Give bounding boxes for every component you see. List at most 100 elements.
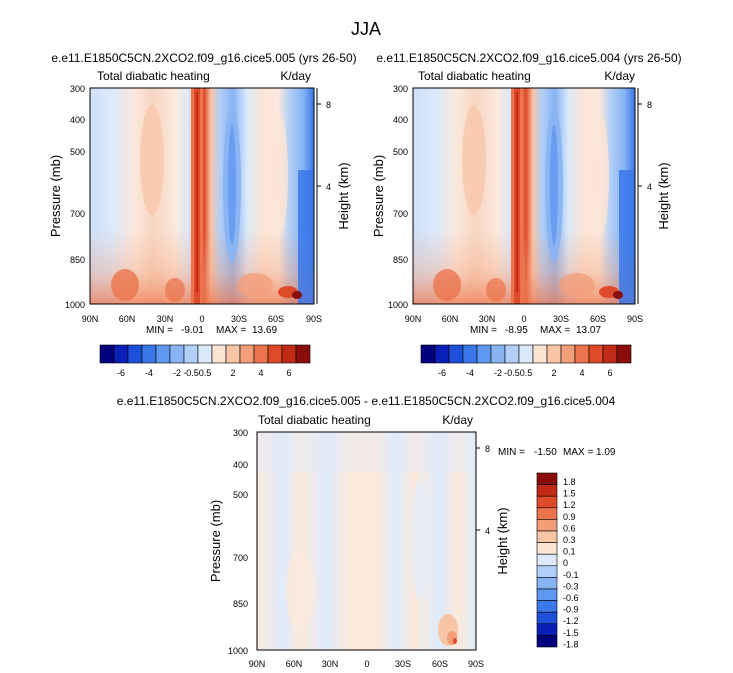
panel-diff-min-label: MIN = bbox=[498, 447, 525, 458]
colorbar-box bbox=[183, 344, 199, 364]
colorbar-box bbox=[536, 600, 558, 613]
colorbar-box bbox=[536, 484, 558, 497]
colorbar-label: 0.3 bbox=[563, 535, 576, 545]
panel-1-max-label: MAX = bbox=[216, 325, 246, 336]
colorbar-box bbox=[536, 623, 558, 636]
panel-2-min-label: MIN = bbox=[470, 325, 497, 336]
panel-2-max-label: MAX = bbox=[540, 325, 570, 336]
panel-diff-frame bbox=[256, 431, 477, 651]
panel-diff-height-tick: 8 bbox=[485, 444, 490, 454]
colorbar-box bbox=[253, 344, 269, 364]
panel-1-y-tick: 300 bbox=[70, 84, 85, 94]
colorbar-box bbox=[560, 344, 576, 364]
panel-diff-x-tick: 90N bbox=[249, 659, 266, 669]
colorbar-2 bbox=[420, 344, 632, 364]
colorbar-box bbox=[532, 344, 548, 364]
panel-2-x-tick: 90S bbox=[627, 314, 643, 324]
colorbar-label: 0.5 bbox=[199, 368, 212, 378]
colorbar-box bbox=[462, 344, 478, 364]
panel-diff-x-tick: 30S bbox=[395, 659, 411, 669]
panel-diff-x-ticks: 90N 60N 30N 0 30S 60S 90S bbox=[249, 659, 484, 669]
panel-1-x-tick: 60N bbox=[119, 314, 136, 324]
panel-1-y-tick: 500 bbox=[70, 147, 85, 157]
colorbar-label: 1.5 bbox=[563, 489, 576, 499]
panel-1-title: e.e11.E1850C5CN.2XCO2.f09_g16.cice5.005 … bbox=[51, 51, 356, 65]
panel-diff-x-tick: 30N bbox=[322, 659, 339, 669]
colorbar-label: -1.5 bbox=[563, 628, 579, 638]
panel-2-subtitle-right: K/day bbox=[604, 69, 635, 83]
colorbar-label: 0.5 bbox=[520, 368, 533, 378]
panel-1-height-tick: 8 bbox=[326, 100, 331, 110]
colorbar-box bbox=[113, 344, 129, 364]
panel-diff-max-label: MAX = bbox=[563, 447, 593, 458]
panel-diff-field bbox=[257, 432, 476, 650]
panel-1-ylabel-right: Height (km) bbox=[336, 162, 351, 229]
panel-2-x-tick: 60N bbox=[442, 314, 459, 324]
panel-diff-min-value: -1.50 bbox=[534, 447, 557, 458]
colorbar-box bbox=[536, 565, 558, 578]
panel-diff-y-tick: 850 bbox=[233, 599, 248, 609]
colorbar-label: 1.2 bbox=[563, 500, 576, 510]
colorbar-label: -0.9 bbox=[563, 605, 579, 615]
colorbar-box bbox=[574, 344, 590, 364]
colorbar-box bbox=[448, 344, 464, 364]
colorbar-diff-labels: 1.81.51.20.90.60.30.10-0.1-0.3-0.6-0.9-1… bbox=[563, 477, 579, 649]
colorbar-box bbox=[546, 344, 562, 364]
colorbar-box bbox=[588, 344, 604, 364]
panel-1-x-tick: 90N bbox=[82, 314, 99, 324]
panel-2-x-ticks: 90N 60N 30N 0 30S 60S 90S bbox=[405, 314, 643, 324]
panel-diff-y-ticks: 300 400 500 700 850 1000 bbox=[228, 428, 248, 656]
colorbar-box bbox=[420, 344, 436, 364]
colorbar-diff bbox=[536, 472, 558, 648]
panel-diff-ylabel: Pressure (mb) bbox=[208, 500, 223, 582]
panel-2-subtitle-left: Total diabatic heating bbox=[418, 69, 531, 83]
colorbar-label: -4 bbox=[466, 368, 474, 378]
colorbar-box bbox=[490, 344, 506, 364]
panel-diff-y-tick: 500 bbox=[233, 490, 248, 500]
panel-1-x-tick: 0 bbox=[199, 314, 204, 324]
colorbar-box bbox=[616, 344, 632, 364]
colorbar-1 bbox=[99, 344, 311, 364]
colorbar-1-labels: -6 -4 -2 -0.5 0.5 2 4 6 bbox=[117, 368, 292, 378]
panel-diff-title: e.e11.E1850C5CN.2XCO2.f09_g16.cice5.005 … bbox=[117, 394, 616, 408]
colorbar-label: 6 bbox=[607, 368, 612, 378]
panel-1-x-ticks: 90N 60N 30N 0 30S 60S 90S bbox=[82, 314, 322, 324]
panel-2-stats: MIN = -8.95 MAX = 13.07 bbox=[470, 325, 601, 336]
panel-1-x-tick: 30N bbox=[157, 314, 174, 324]
panel-2-height-axis bbox=[637, 88, 642, 304]
panel-2-x-tick: 30S bbox=[553, 314, 569, 324]
panel-1-x-tick: 60S bbox=[268, 314, 284, 324]
colorbar-box bbox=[239, 344, 255, 364]
panel-diff-y-tick: 400 bbox=[233, 460, 248, 470]
colorbar-box bbox=[518, 344, 534, 364]
panel-1-y-tick: 850 bbox=[70, 255, 85, 265]
panel-2-max-value: 13.07 bbox=[576, 325, 601, 336]
panel-2-x-tick: 60S bbox=[590, 314, 606, 324]
colorbar-label: 2 bbox=[551, 368, 556, 378]
panel-2-ylabel: Pressure (mb) bbox=[371, 155, 386, 237]
colorbar-label: -0.5 bbox=[183, 368, 199, 378]
panel-2-y-tick: 850 bbox=[393, 255, 408, 265]
colorbar-box bbox=[536, 507, 558, 520]
panel-1-x-tick: 30S bbox=[231, 314, 247, 324]
panel-diff-y-tick: 700 bbox=[233, 553, 248, 563]
panel-2-y-tick: 700 bbox=[393, 209, 408, 219]
colorbar-label: -1.2 bbox=[563, 616, 579, 626]
colorbar-label: 0.6 bbox=[563, 523, 576, 533]
colorbar-box bbox=[267, 344, 283, 364]
colorbar-label: 6 bbox=[286, 368, 291, 378]
panel-2-ylabel-right: Height (km) bbox=[656, 162, 671, 229]
colorbar-box bbox=[536, 530, 558, 543]
panel-1-subtitle-left: Total diabatic heating bbox=[97, 69, 210, 83]
panel-2-y-tick: 400 bbox=[393, 115, 408, 125]
panel-2-y-ticks: 300 400 500 700 850 1000 bbox=[388, 84, 408, 310]
panel-diff-subtitle-left: Total diabatic heating bbox=[258, 413, 371, 427]
colorbar-label: -0.3 bbox=[563, 581, 579, 591]
panel-2-height-tick: 4 bbox=[647, 182, 652, 192]
colorbar-label: -0.6 bbox=[563, 593, 579, 603]
panel-1-frame bbox=[89, 87, 315, 305]
panel-1-min-value: -9.01 bbox=[181, 325, 204, 336]
colorbar-label: 2 bbox=[230, 368, 235, 378]
colorbar-box bbox=[434, 344, 450, 364]
